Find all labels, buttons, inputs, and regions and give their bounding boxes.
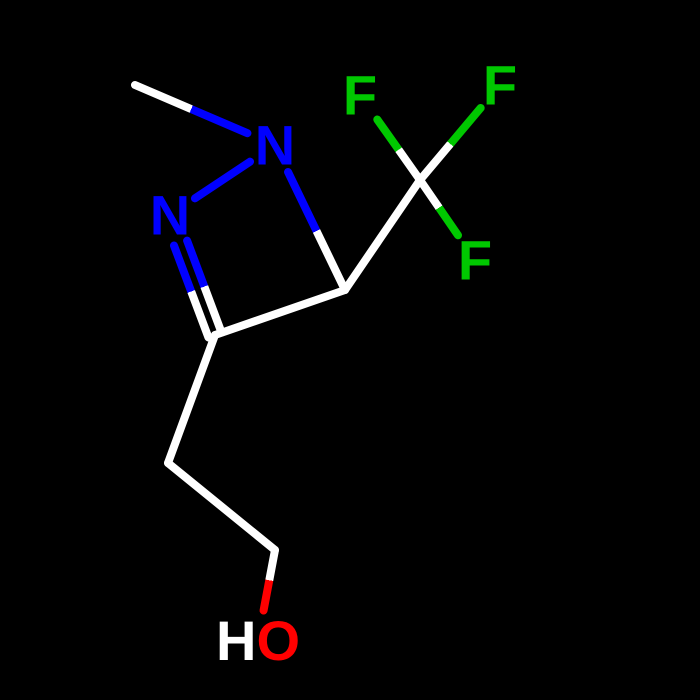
bond (288, 172, 345, 290)
bond (420, 180, 458, 235)
bond (345, 180, 420, 290)
o-atom-label: HO (216, 609, 300, 672)
f-atom-label: F (458, 229, 492, 292)
n-atom-label: N (150, 184, 190, 247)
bond (135, 85, 247, 133)
bond (377, 120, 420, 180)
f-atom-label: F (343, 64, 377, 127)
n-atom-label: N (255, 114, 295, 177)
bond (168, 463, 275, 550)
bond (168, 335, 215, 463)
molecule-diagram: NNFFFHO (0, 0, 700, 700)
bond (195, 162, 250, 199)
bond (264, 550, 275, 611)
bond (420, 108, 481, 180)
f-atom-label: F (483, 54, 517, 117)
bond (215, 290, 345, 335)
